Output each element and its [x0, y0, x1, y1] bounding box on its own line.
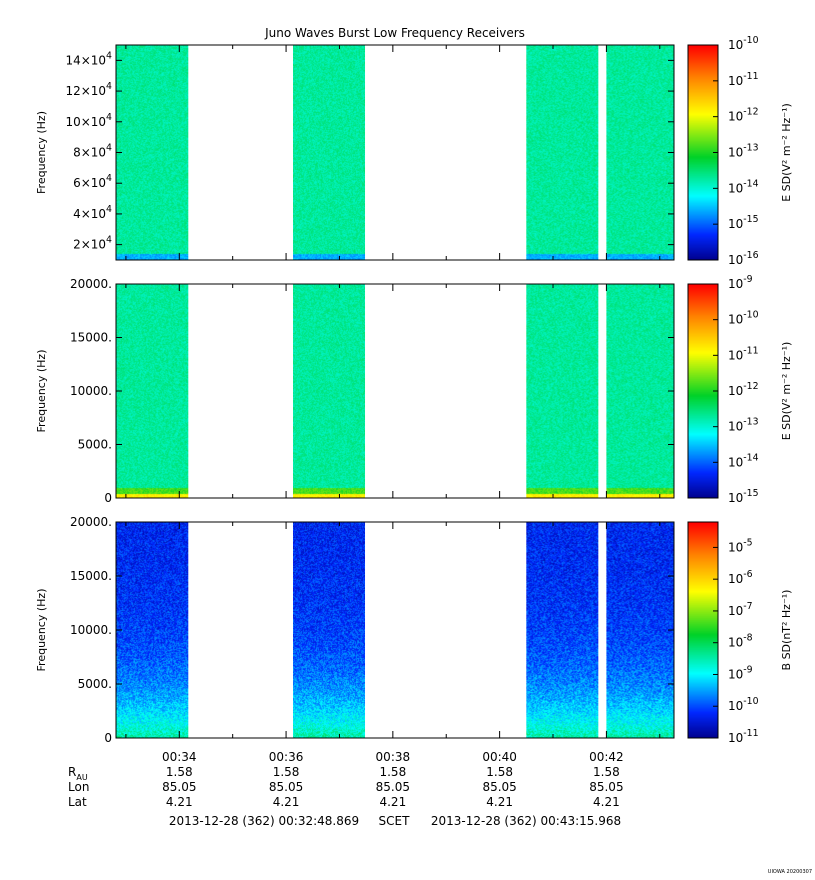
colorbar-tick-label: 10-10 — [728, 696, 759, 713]
x-tick-label: 00:36 — [269, 750, 304, 764]
colorbar — [688, 522, 718, 738]
y-tick-label: 15000. — [70, 331, 112, 345]
spectrogram-block — [526, 522, 599, 738]
ephemeris-value: 4.21 — [166, 795, 193, 809]
spectrogram-block — [606, 522, 675, 738]
ephemeris-value: 1.58 — [486, 765, 513, 779]
y-tick-label: 20000. — [70, 277, 112, 291]
colorbar-tick-label: 10-9 — [728, 664, 753, 681]
colorbar-tick-label: 10-5 — [728, 537, 753, 554]
colorbar-tick-label: 10-11 — [728, 728, 759, 745]
y-tick-label: 4×104 — [73, 204, 112, 221]
colorbar-tick-label: 10-9 — [728, 274, 753, 291]
spectrogram-block — [116, 45, 189, 260]
y-tick-label: 10000. — [70, 384, 112, 398]
ephemeris-value: 4.21 — [593, 795, 620, 809]
colorbar-label: E SD(V² m⁻² Hz⁻¹) — [780, 342, 793, 441]
colorbar-tick-label: 10-14 — [728, 452, 759, 469]
colorbar-tick-label: 10-13 — [728, 417, 759, 434]
colorbar-tick-label: 10-6 — [728, 569, 753, 586]
ephemeris-row-label: Lat — [68, 795, 87, 809]
colorbar-label: B SD(nT² Hz⁻¹) — [780, 590, 793, 671]
spectrogram-block — [606, 284, 675, 498]
spectrogram-block — [116, 522, 189, 738]
ephemeris-value: 4.21 — [486, 795, 513, 809]
y-tick-label: 12×104 — [65, 81, 112, 98]
y-tick-label: 8×104 — [73, 143, 112, 160]
colorbar-frame — [687, 521, 719, 739]
y-tick-label: 0 — [104, 731, 112, 745]
x-tick-label: 00:38 — [376, 750, 411, 764]
stamp: UIOWA 20200307 — [768, 869, 812, 875]
y-tick-label: 10000. — [70, 623, 112, 637]
ephemeris-value: 1.58 — [273, 765, 300, 779]
colorbar-tick-label: 10-11 — [728, 71, 759, 88]
ephemeris-value: 85.05 — [376, 780, 410, 794]
y-tick-label: 5000. — [78, 438, 112, 452]
colorbar-tick-label: 10-10 — [728, 310, 759, 327]
colorbar-tick-label: 10-8 — [728, 633, 753, 650]
y-tick-label: 6×104 — [73, 173, 112, 190]
colorbar-tick-label: 10-13 — [728, 143, 759, 160]
figure-title: Juno Waves Burst Low Frequency Receivers — [264, 26, 525, 40]
colorbar-tick-label: 10-14 — [728, 178, 759, 195]
colorbar-tick-label: 10-15 — [728, 214, 759, 231]
y-tick-label: 10×104 — [65, 112, 112, 129]
footer-end: 2013-12-28 (362) 00:43:15.968 — [431, 814, 621, 828]
spectrogram-block — [293, 522, 366, 738]
colorbar-tick-label: 10-12 — [728, 107, 759, 124]
colorbar-label: E SD(V² m⁻² Hz⁻¹) — [780, 103, 793, 202]
colorbar-tick-label: 10-15 — [728, 488, 759, 505]
y-axis-label: Frequency (Hz) — [35, 350, 48, 433]
spectrogram-block — [526, 45, 599, 260]
ephemeris-value: 85.05 — [589, 780, 623, 794]
colorbar-tick-label: 10-7 — [728, 601, 753, 618]
ephemeris-table: RAU 1.58 1.58 1.58 1.58 1.58 Lon 85.05 85.05 85.0… — [68, 765, 624, 809]
colorbar-tick-label: 10-10 — [728, 35, 759, 52]
ephemeris-value: 4.21 — [379, 795, 406, 809]
colorbar-tick-label: 10-16 — [728, 250, 759, 267]
colorbar-tick-label: 10-12 — [728, 381, 759, 398]
spectrogram-block — [293, 284, 366, 498]
y-tick-label: 14×104 — [65, 50, 112, 67]
y-tick-label: 0 — [104, 491, 112, 505]
y-axis-label: Frequency (Hz) — [35, 111, 48, 194]
x-tick-label: 00:40 — [482, 750, 517, 764]
time-axis: 00:34 00:36 00:38 00:40 00:42 — [162, 750, 624, 764]
spectrogram-block — [116, 284, 189, 498]
ephemeris-value: 85.05 — [482, 780, 516, 794]
colorbar-tick-label: 10-11 — [728, 345, 759, 362]
spectrogram-block — [606, 45, 675, 260]
spectrogram-block — [526, 284, 599, 498]
panel-1: 2×104 4×104 6×104 8×104 10×104 12×104 14×104 Fr… — [35, 35, 793, 267]
y-tick-label: 5000. — [78, 677, 112, 691]
footer-scet: SCET — [379, 814, 411, 828]
x-tick-label: 00:34 — [162, 750, 197, 764]
footer-start: 2013-12-28 (362) 00:32:48.869 — [169, 814, 359, 828]
panels: 2×104 4×104 6×104 8×104 10×104 12×104 14×104 Fr… — [35, 35, 793, 745]
panel-3: 0 5000. 10000. 15000. 20000. Frequency (Hz) 10… — [35, 515, 793, 745]
ephemeris-value: 85.05 — [162, 780, 196, 794]
ephemeris-row-label: RAU — [68, 765, 88, 782]
y-tick-label: 2×104 — [73, 235, 112, 252]
ephemeris-row-label: Lon — [68, 780, 89, 794]
ephemeris-value: 4.21 — [273, 795, 300, 809]
ephemeris-value: 1.58 — [593, 765, 620, 779]
x-tick-label: 00:42 — [589, 750, 624, 764]
ephemeris-value: 85.05 — [269, 780, 303, 794]
panel-2: 0 5000. 10000. 15000. 20000. Frequency (Hz) 10… — [35, 274, 793, 505]
spectrogram-block — [293, 45, 366, 260]
ephemeris-value: 1.58 — [379, 765, 406, 779]
y-tick-label: 20000. — [70, 515, 112, 529]
y-tick-label: 15000. — [70, 569, 112, 583]
ephemeris-value: 1.58 — [166, 765, 193, 779]
y-axis-label: Frequency (Hz) — [35, 589, 48, 672]
